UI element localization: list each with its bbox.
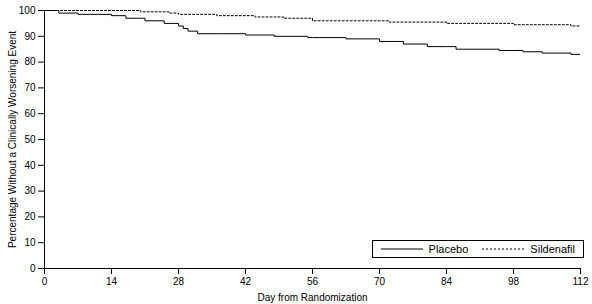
svg-text:0: 0 [42, 276, 48, 287]
svg-text:50: 50 [24, 134, 36, 145]
svg-text:70: 70 [374, 276, 386, 287]
svg-text:98: 98 [508, 276, 520, 287]
svg-text:28: 28 [173, 276, 185, 287]
svg-text:0: 0 [30, 263, 36, 274]
svg-text:Day from Randomization: Day from Randomization [257, 292, 367, 303]
svg-text:112: 112 [573, 276, 589, 287]
html-text:Placebo: Placebo [428, 243, 469, 255]
svg-text:70: 70 [24, 82, 36, 93]
svg-text:20: 20 [24, 211, 36, 222]
svg-text:Percentage Without a Clinicall: Percentage Without a Clinically Worsenin… [7, 31, 18, 248]
svg-text:30: 30 [24, 185, 36, 196]
svg-text:90: 90 [24, 31, 36, 42]
svg-text:60: 60 [24, 108, 36, 119]
svg-text:84: 84 [441, 276, 453, 287]
svg-text:14: 14 [106, 276, 118, 287]
svg-text:100: 100 [19, 5, 36, 16]
svg-text:80: 80 [24, 56, 36, 67]
svg-text:40: 40 [24, 160, 36, 171]
svg-text:42: 42 [240, 276, 252, 287]
svg-text:10: 10 [24, 237, 36, 248]
svg-text:56: 56 [307, 276, 319, 287]
html-text:Sildenafil: Sildenafil [530, 243, 575, 255]
